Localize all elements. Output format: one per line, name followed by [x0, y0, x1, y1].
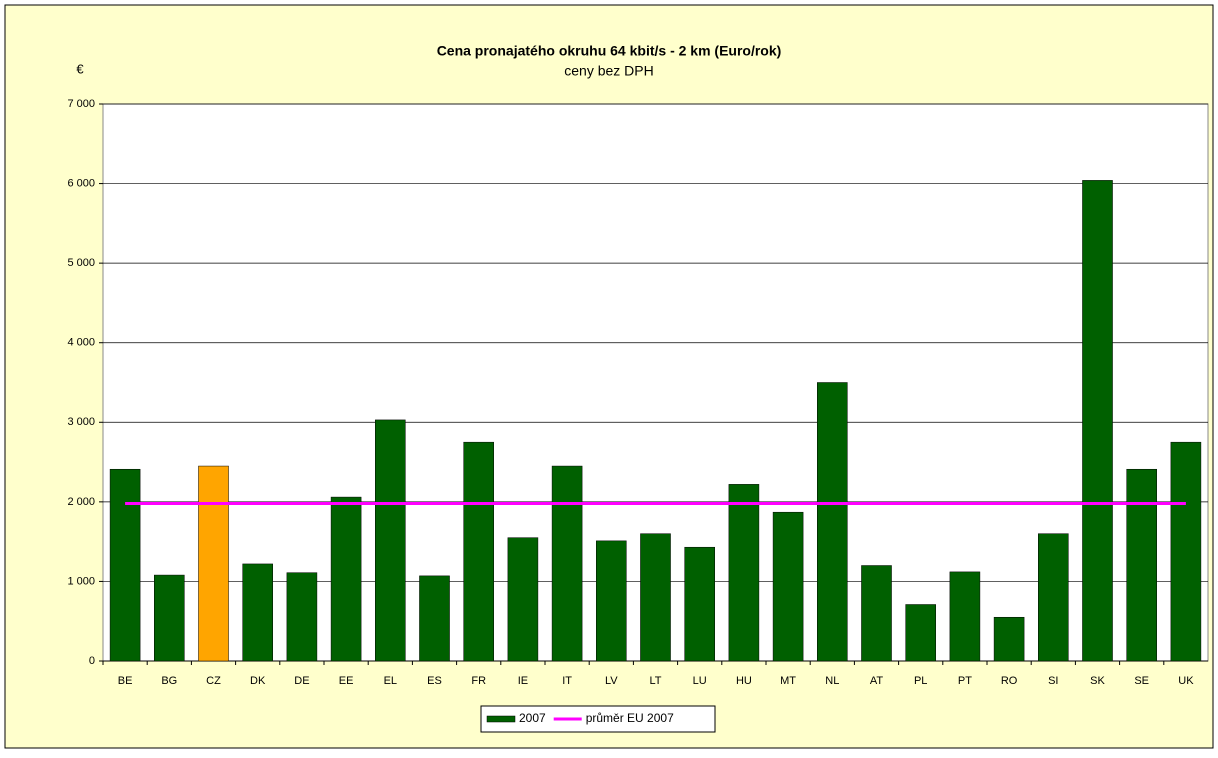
bar — [905, 604, 936, 662]
x-tick-label: SI — [1048, 675, 1058, 687]
x-tick-label: HU — [736, 675, 752, 687]
bar — [817, 382, 848, 662]
x-tick-label: DK — [250, 675, 266, 687]
x-tick-label: ES — [427, 675, 442, 687]
bar — [1082, 180, 1113, 662]
bar — [154, 574, 185, 662]
x-tick-label: SE — [1134, 675, 1149, 687]
x-tick-label: EL — [384, 675, 397, 687]
legend-swatch — [486, 715, 516, 723]
bar — [419, 575, 450, 662]
bar — [684, 546, 715, 662]
x-tick-label: IE — [518, 675, 528, 687]
x-tick-label: MT — [780, 675, 796, 687]
bar — [109, 468, 141, 662]
bar — [596, 540, 627, 662]
bar — [286, 572, 318, 662]
bar — [640, 533, 671, 662]
x-tick-label: NL — [825, 675, 839, 687]
y-tick-label: 3 000 — [67, 416, 95, 428]
x-tick-label: PT — [958, 675, 972, 687]
bar — [507, 537, 539, 662]
legend-label: průměr EU 2007 — [586, 711, 674, 725]
x-tick-label: IT — [562, 675, 572, 687]
bar — [728, 484, 760, 662]
x-tick-label: RO — [1001, 675, 1018, 687]
x-tick-label: PL — [914, 675, 927, 687]
y-tick-label: 7 000 — [67, 98, 95, 110]
x-tick-label: LV — [605, 675, 618, 687]
y-tick-label: 4 000 — [67, 337, 95, 349]
x-tick-label: AT — [870, 675, 884, 687]
y-axis-label: € — [76, 61, 84, 76]
bar — [949, 571, 981, 662]
bar — [993, 616, 1025, 662]
bar — [1170, 441, 1202, 662]
x-tick-label: BG — [161, 675, 177, 687]
x-tick-label: LT — [649, 675, 661, 687]
x-tick-label: EE — [339, 675, 354, 687]
bar — [1038, 533, 1069, 662]
y-tick-label: 1 000 — [67, 575, 95, 587]
y-tick-label: 6 000 — [67, 177, 95, 189]
y-tick-label: 2 000 — [67, 496, 95, 508]
x-tick-label: LU — [693, 675, 707, 687]
bar — [198, 465, 229, 662]
legend-label: 2007 — [519, 711, 546, 725]
x-tick-label: UK — [1178, 675, 1194, 687]
y-tick-label: 5 000 — [67, 257, 95, 269]
x-tick-label: DE — [294, 675, 309, 687]
y-tick-label: 0 — [89, 655, 95, 667]
bar — [330, 496, 362, 662]
x-tick-label: CZ — [206, 675, 221, 687]
chart-subtitle: ceny bez DPH — [564, 63, 653, 79]
x-tick-label: BE — [118, 675, 133, 687]
bar — [772, 511, 804, 662]
bar — [551, 465, 583, 662]
chart-title: Cena pronajatého okruhu 64 kbit/s - 2 km… — [437, 43, 782, 59]
x-tick-label: SK — [1090, 675, 1105, 687]
bar — [1126, 468, 1157, 662]
x-tick-label: FR — [471, 675, 486, 687]
bar — [861, 565, 892, 662]
bar — [375, 419, 406, 662]
bar — [463, 441, 494, 662]
bar — [242, 563, 273, 662]
legend — [480, 705, 716, 733]
